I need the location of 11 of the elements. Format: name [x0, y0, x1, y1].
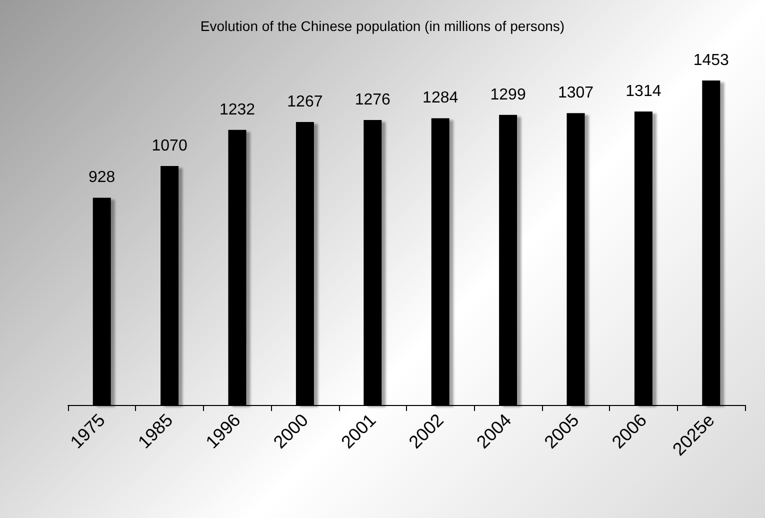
data-label: 1276 [354, 92, 391, 109]
data-label: 1284 [422, 90, 458, 107]
data-label: 1307 [558, 84, 594, 102]
chart-title: Evolution of the Chinese population (in millions of persons) [200, 18, 565, 34]
data-label: 1314 [626, 83, 662, 100]
data-label: 1070 [152, 138, 188, 155]
data-label: 1232 [219, 101, 256, 118]
data-label: 928 [88, 169, 116, 186]
data-label: 1267 [287, 94, 323, 111]
data-label: 1299 [490, 86, 526, 104]
data-label: 1453 [693, 52, 730, 69]
